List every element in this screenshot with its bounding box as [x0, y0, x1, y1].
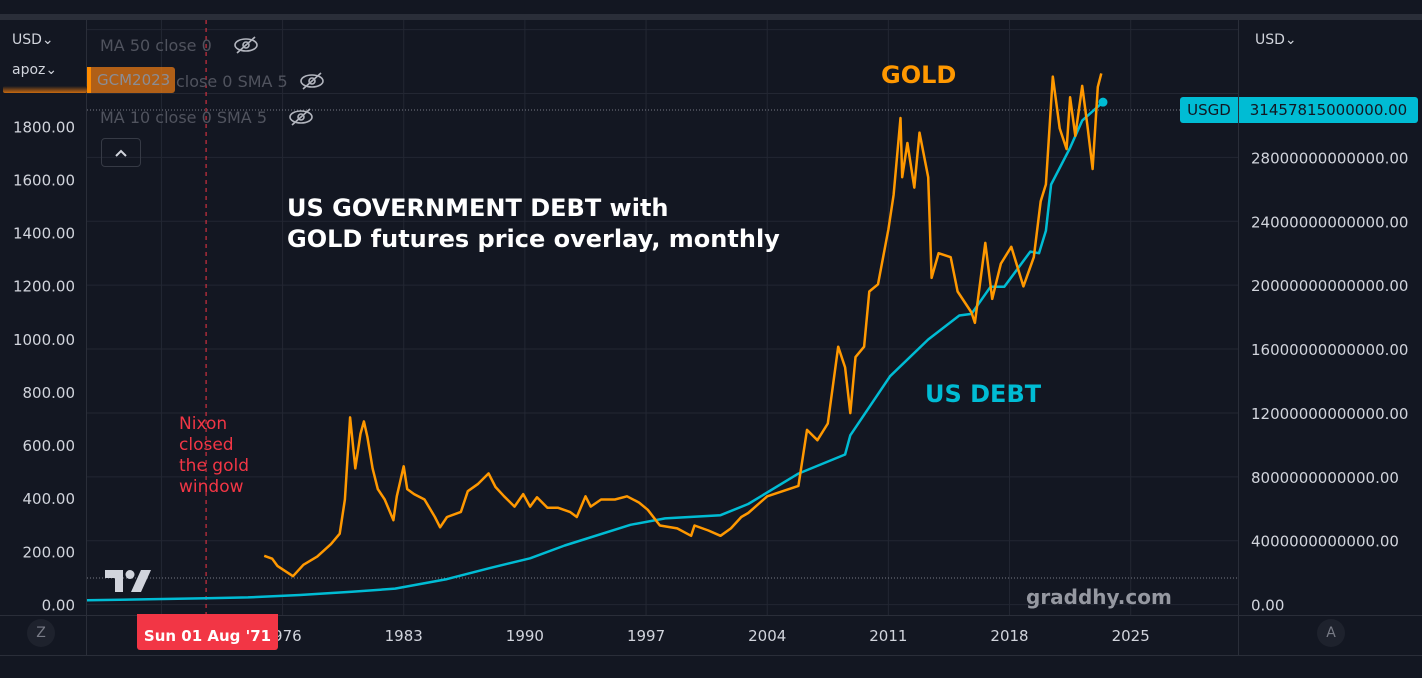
x-tick-label: 2011: [869, 627, 907, 645]
annotation-line: closed: [179, 435, 249, 456]
left-tick-label: 400.00: [23, 490, 76, 508]
right-currency-selector[interactable]: USD⌄: [1255, 32, 1297, 48]
left-tick-label: 1800.00: [13, 118, 75, 136]
title-line-1: US GOVERNMENT DEBT with: [287, 193, 780, 224]
watermark: graddhy.com: [1026, 585, 1172, 609]
series-layer: [87, 73, 1108, 600]
price-label-value: 31457815000000.00: [1239, 97, 1418, 123]
chevron-up-icon: [114, 148, 128, 158]
bottom-toolbar: [0, 655, 1422, 678]
right-tick-label: 0.00: [1251, 597, 1284, 615]
auto-scale-button[interactable]: A: [1317, 619, 1345, 647]
left-scale-selector[interactable]: apoz⌄: [12, 62, 57, 78]
indicator-label: close 0 SMA 5: [176, 72, 288, 91]
eye-slash-icon[interactable]: [233, 36, 259, 54]
right-price-axis: 0.00 4000000000000.00 8000000000000.00 1200…: [1251, 149, 1408, 614]
legend-indicator-sma[interactable]: close 0 SMA 5: [176, 72, 288, 91]
symbol-label[interactable]: GCM2023: [87, 67, 175, 93]
gold-series-line: [264, 73, 1101, 576]
annotation-line: window: [179, 477, 249, 498]
left-tick-label: 1200.00: [13, 278, 75, 296]
us-debt-series-line: [87, 102, 1103, 600]
x-tick-label: 1983: [385, 627, 423, 645]
legend-indicator-ma50[interactable]: MA 50 close 0: [100, 36, 212, 55]
x-tick-label: 2025: [1112, 627, 1150, 645]
right-tick-label: 4000000000000.00: [1251, 533, 1399, 551]
right-tick-label: 8000000000000.00: [1251, 469, 1399, 487]
eye-slash-icon[interactable]: [299, 72, 325, 90]
left-currency-selector[interactable]: USD⌄: [12, 32, 54, 48]
nixon-annotation: Nixon closed the gold window: [179, 414, 249, 498]
left-tick-label: 600.00: [23, 437, 76, 455]
tradingview-logo-icon[interactable]: [105, 570, 151, 592]
gold-annotation: GOLD: [881, 61, 956, 89]
left-price-axis: 0.00 200.00 400.00 600.00 800.00 1000.00 1200.…: [13, 118, 75, 614]
scale-highlight: [3, 86, 87, 93]
right-tick-label: 24000000000000.00: [1251, 213, 1408, 231]
x-tick-label: 2018: [990, 627, 1028, 645]
right-tick-label: 20000000000000.00: [1251, 277, 1408, 295]
indicator-label: MA 50 close 0: [100, 36, 212, 55]
legend-indicator-ma10[interactable]: MA 10 close 0 SMA 5: [100, 108, 267, 127]
left-tick-label: 1600.00: [13, 171, 75, 189]
left-tick-label: 1000.00: [13, 331, 75, 349]
us-debt-annotation: US DEBT: [925, 380, 1041, 408]
price-label-symbol: USGD: [1180, 97, 1238, 123]
x-tick-label: 2004: [748, 627, 786, 645]
zoom-reset-button[interactable]: Z: [27, 619, 55, 647]
chart-title: US GOVERNMENT DEBT with GOLD futures pri…: [287, 193, 780, 255]
eye-slash-icon[interactable]: [288, 108, 314, 126]
left-tick-label: 1400.00: [13, 225, 75, 243]
right-tick-label: 16000000000000.00: [1251, 341, 1408, 359]
crosshair-date-label: Sun 01 Aug '71: [137, 614, 278, 650]
left-tick-label: 800.00: [23, 384, 76, 402]
x-tick-label: 1997: [627, 627, 665, 645]
indicator-label: MA 10 close 0 SMA 5: [100, 108, 267, 127]
left-tick-label: 0.00: [42, 596, 75, 614]
collapse-legend-button[interactable]: [101, 138, 141, 167]
annotation-line: the gold: [179, 456, 249, 477]
last-value-marker: [1098, 98, 1107, 107]
annotation-line: Nixon: [179, 414, 249, 435]
right-tick-label: 28000000000000.00: [1251, 149, 1408, 167]
title-line-2: GOLD futures price overlay, monthly: [287, 224, 780, 255]
left-tick-label: 200.00: [23, 543, 76, 561]
x-tick-label: 1990: [506, 627, 544, 645]
right-tick-label: 12000000000000.00: [1251, 405, 1408, 423]
